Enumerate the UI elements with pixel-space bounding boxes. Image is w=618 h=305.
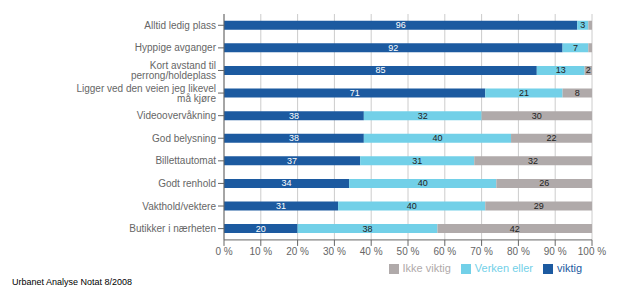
html-text:Verken eller: Verken eller (474, 261, 533, 274)
svg-text:22: 22 (547, 133, 557, 143)
svg-text:Kort avstand tilperrong/holdep: Kort avstand tilperrong/holdeplass (131, 60, 216, 81)
svg-text:Butikker i nærheten: Butikker i nærheten (129, 223, 216, 234)
svg-text:38: 38 (289, 133, 299, 143)
svg-text:80 %: 80 % (507, 246, 530, 257)
svg-text:Vakthold/vektere: Vakthold/vektere (142, 201, 216, 212)
svg-text:3: 3 (580, 20, 585, 30)
svg-text:90 %: 90 % (544, 246, 567, 257)
svg-text:0 %: 0 % (215, 246, 232, 257)
svg-text:Videoovervåkning: Videoovervåkning (137, 110, 216, 121)
svg-text:40: 40 (432, 133, 442, 143)
svg-text:31: 31 (412, 156, 422, 166)
svg-text:God belysning: God belysning (152, 133, 216, 144)
svg-text:30 %: 30 % (323, 246, 346, 257)
svg-text:38: 38 (363, 224, 373, 234)
svg-text:Billettautomat: Billettautomat (155, 155, 216, 166)
svg-text:8: 8 (575, 88, 580, 98)
svg-text:26: 26 (539, 178, 549, 188)
html-text:Ikke viktig: Ikke viktig (402, 261, 451, 274)
svg-text:92: 92 (388, 43, 398, 53)
svg-text:70 %: 70 % (470, 246, 493, 257)
svg-text:85: 85 (375, 65, 385, 75)
svg-text:Ligger ved den veien jeg likev: Ligger ved den veien jeg likevelmå kjøre (76, 83, 216, 104)
svg-text:32: 32 (528, 156, 538, 166)
svg-text:96: 96 (396, 20, 406, 30)
svg-text:60 %: 60 % (433, 246, 456, 257)
svg-text:21: 21 (519, 88, 529, 98)
svg-text:40: 40 (418, 178, 428, 188)
svg-text:40 %: 40 % (360, 246, 383, 257)
svg-text:10 %: 10 % (249, 246, 272, 257)
svg-text:20 %: 20 % (286, 246, 309, 257)
svg-text:2: 2 (586, 65, 591, 75)
svg-text:30: 30 (532, 111, 542, 121)
svg-text:40: 40 (407, 201, 417, 211)
svg-text:13: 13 (556, 65, 566, 75)
html-text:Urbanet Analyse Notat 8/2008: Urbanet Analyse Notat 8/2008 (12, 277, 133, 287)
svg-text:38: 38 (289, 111, 299, 121)
svg-text:20: 20 (256, 224, 266, 234)
svg-text:37: 37 (287, 156, 297, 166)
svg-text:31: 31 (276, 201, 286, 211)
svg-text:Hyppige avganger: Hyppige avganger (135, 42, 217, 53)
svg-text:32: 32 (418, 111, 428, 121)
html-text:viktig: viktig (556, 261, 582, 274)
svg-text:Alltid ledig plass: Alltid ledig plass (144, 20, 216, 31)
svg-text:Godt renhold: Godt renhold (158, 178, 216, 189)
svg-text:42: 42 (510, 224, 520, 234)
svg-text:100 %: 100 % (578, 246, 606, 257)
svg-text:34: 34 (282, 178, 292, 188)
svg-text:29: 29 (534, 201, 544, 211)
svg-text:71: 71 (350, 88, 360, 98)
svg-text:7: 7 (573, 43, 578, 53)
svg-text:50 %: 50 % (397, 246, 420, 257)
